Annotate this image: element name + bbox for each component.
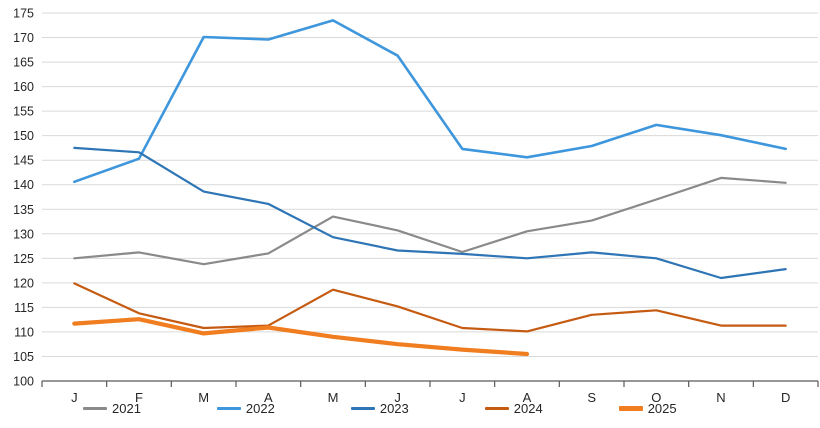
x-axis-month-label: A (264, 390, 273, 404)
y-axis-tick-label: 105 (13, 350, 34, 364)
legend-label: 2021 (112, 401, 141, 416)
line-chart-plot-area: 100 105 110 115 120 125 130 135 140 145 150 155 160 1… (13, 7, 819, 405)
series-line-2025 (72, 317, 530, 357)
x-axis-month-label: F (135, 390, 143, 404)
x-axis-month-label: O (651, 390, 661, 404)
series-line-2024 (73, 282, 787, 333)
y-axis-tick-label: 100 (13, 375, 34, 389)
y-axis-tick-label: 110 (14, 325, 34, 339)
y-axis-tick-label: 115 (14, 301, 34, 315)
legend-label: 2024 (513, 401, 543, 416)
x-axis-month-label: D (781, 390, 790, 404)
y-axis-tick-label: 120 (13, 276, 34, 290)
y-axis-tick-label: 175 (13, 7, 34, 21)
x-axis-month-label: N (716, 390, 725, 404)
y-axis-tick-label: 150 (13, 129, 34, 143)
legend-item-2025: 2025 (618, 401, 677, 416)
x-axis-month-label: A (523, 390, 532, 404)
x-axis-month-label: J (394, 390, 401, 404)
legend-item-2024: 2024 (484, 401, 543, 416)
chart-legend: 2021 2022 2023 2024 2025 (0, 402, 820, 415)
x-axis-month-label: S (587, 390, 596, 404)
y-axis-tick-label: 125 (13, 252, 34, 266)
y-axis-tick-label: 140 (13, 178, 34, 192)
series-line-2023 (73, 146, 787, 280)
y-axis-tick-label: 160 (13, 80, 34, 94)
legend-item-2022: 2022 (216, 401, 275, 416)
y-axis-tick-label: 155 (13, 105, 34, 119)
x-axis-month-label: J (71, 390, 78, 404)
x-axis-month-label: J (459, 390, 466, 404)
y-axis-tick-label: 165 (13, 56, 34, 70)
legend-label: 2023 (379, 401, 409, 416)
legend-line-swatch (216, 407, 241, 410)
y-axis-tick-label: 170 (13, 31, 34, 45)
legend-item-2021: 2021 (83, 402, 141, 415)
x-axis-month-label: M (328, 390, 339, 404)
legend-line-swatch (484, 407, 509, 410)
y-axis-tick-label: 135 (13, 203, 34, 217)
legend-label: 2025 (647, 401, 677, 416)
legend-line-swatch (83, 407, 107, 410)
y-axis-tick-label: 130 (13, 227, 34, 241)
series-line-2022 (73, 19, 788, 184)
legend-label: 2022 (245, 401, 275, 416)
legend-line-swatch (350, 407, 375, 410)
series-line-2021 (73, 176, 787, 266)
x-axis-month-label: M (198, 390, 209, 404)
legend-item-2023: 2023 (350, 401, 409, 416)
y-axis-tick-label: 145 (13, 154, 34, 168)
legend-line-swatch (618, 406, 643, 411)
